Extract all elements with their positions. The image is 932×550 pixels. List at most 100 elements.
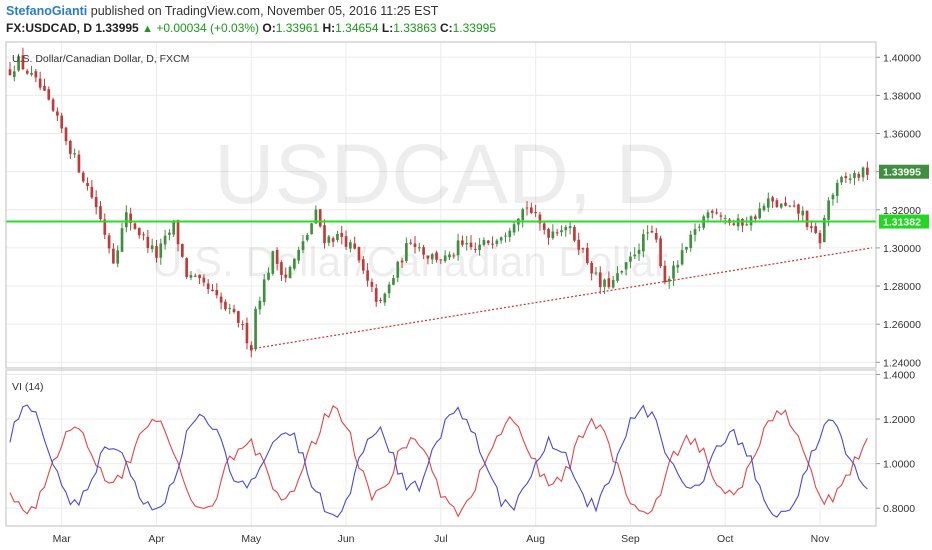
candle <box>672 260 675 286</box>
trendline-layer <box>251 247 872 350</box>
candle <box>168 229 171 241</box>
month-label: Mar <box>53 533 72 545</box>
candle <box>560 225 563 237</box>
candle-body <box>129 213 132 224</box>
candle <box>211 284 214 292</box>
candle-body <box>232 309 236 313</box>
price-change: +0.00034 (+0.03%) <box>156 21 260 35</box>
candle <box>94 190 98 215</box>
candle-body <box>47 89 51 100</box>
candle <box>650 225 654 234</box>
candles <box>8 47 869 358</box>
candle <box>866 161 869 180</box>
candle <box>417 242 421 252</box>
support-badge-label: 1.31382 <box>883 217 921 229</box>
month-label: Jun <box>338 533 355 545</box>
candle <box>805 210 809 231</box>
candle <box>680 243 684 266</box>
candle-body <box>797 204 800 214</box>
candle <box>831 192 835 206</box>
candle-body <box>732 223 736 225</box>
candle-body <box>301 241 305 251</box>
open-label: O: <box>262 21 276 35</box>
candle <box>439 259 443 265</box>
candle-body <box>94 197 98 208</box>
candle-body <box>461 240 464 245</box>
price-chart[interactable]: USDCAD, D U.S. Dollar/Canadian Dollar 1.… <box>0 40 932 550</box>
candle-body <box>573 226 576 241</box>
candle-body <box>555 232 559 234</box>
candle-body <box>181 244 184 257</box>
candle <box>685 246 688 254</box>
candle <box>603 278 606 294</box>
price-pane-border <box>5 41 877 369</box>
candle <box>676 260 680 274</box>
high-label: H: <box>322 21 336 35</box>
candle <box>327 234 331 247</box>
candle-body <box>822 218 826 243</box>
candle <box>646 225 649 241</box>
candle-body <box>715 212 718 214</box>
candle-body <box>163 235 167 245</box>
candle <box>529 202 533 215</box>
chart-frame <box>5 41 877 527</box>
candle <box>758 202 762 220</box>
candle <box>392 274 395 286</box>
candle <box>469 235 473 250</box>
candle <box>301 235 305 254</box>
close-label: C: <box>439 21 453 35</box>
author-link[interactable]: StefanoGianti <box>6 4 88 18</box>
candle <box>155 239 158 263</box>
watermark-name: U.S. Dollar/Canadian Dollar <box>152 238 668 285</box>
candle-body <box>564 227 568 231</box>
month-label: Aug <box>526 533 545 545</box>
candle-body <box>430 254 434 260</box>
candle <box>779 203 783 209</box>
candle <box>534 204 537 218</box>
candle-body <box>68 140 72 154</box>
candle <box>590 261 593 281</box>
month-label: Apr <box>148 533 165 545</box>
price-tick-label: 1.32000 <box>883 205 921 217</box>
candle-body <box>30 72 33 75</box>
candle <box>486 240 490 246</box>
candle-body <box>521 209 525 221</box>
candle-body <box>215 290 219 296</box>
candle-body <box>456 240 460 256</box>
month-label: May <box>241 533 262 545</box>
candle-body <box>814 226 818 233</box>
ohlc-line: FX:USDCAD, D 1.33995 ▲ +0.00034 (+0.03%)… <box>6 21 496 35</box>
candle <box>228 303 232 315</box>
candle-body <box>370 281 374 287</box>
candle-body <box>568 226 572 229</box>
publish-line: StefanoGianti published on TradingView.c… <box>6 4 438 18</box>
candle-body <box>146 236 150 248</box>
candle-body <box>254 308 257 350</box>
candle <box>284 267 288 283</box>
candle <box>620 270 624 275</box>
candle <box>8 62 12 76</box>
candle <box>172 219 176 238</box>
candle <box>379 297 382 304</box>
candle-body <box>12 71 16 77</box>
candle-body <box>73 153 76 155</box>
candle-body <box>620 271 624 273</box>
candle <box>349 239 352 253</box>
candle <box>68 139 72 159</box>
current-price-badge-bg <box>879 164 929 179</box>
candle-body <box>495 240 499 244</box>
candle-body <box>551 231 555 239</box>
candle-body <box>827 200 830 220</box>
candle-body <box>357 247 361 261</box>
low-value: 1.33863 <box>393 21 437 35</box>
candle-body <box>60 115 64 129</box>
candle <box>784 196 787 207</box>
candle <box>663 260 667 285</box>
candle <box>275 247 279 271</box>
candle <box>43 78 46 92</box>
candle-body <box>361 259 365 271</box>
candle-body <box>43 85 46 91</box>
candle <box>271 250 275 276</box>
candle-body <box>706 212 710 218</box>
candle <box>181 243 184 258</box>
